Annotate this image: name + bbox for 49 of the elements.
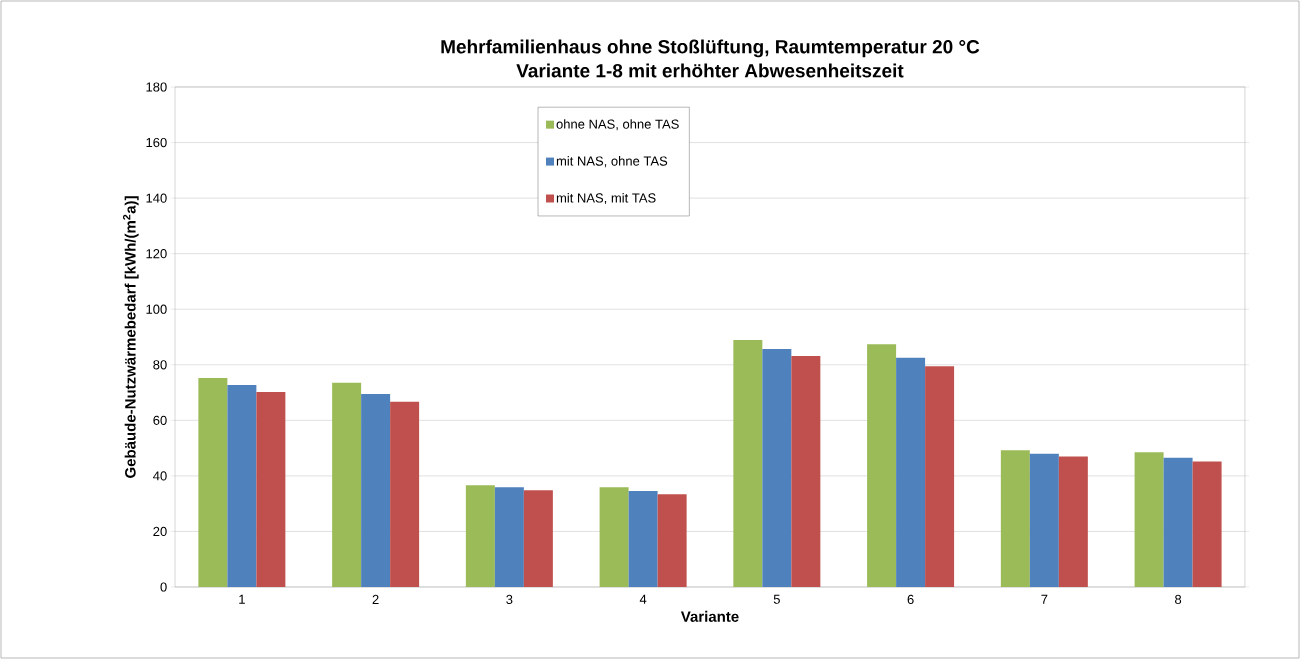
x-tick-label: 7 [1041, 594, 1048, 604]
bar [390, 401, 420, 587]
bar [227, 385, 257, 587]
y-tick-label: 160 [146, 137, 167, 148]
bar [494, 487, 524, 587]
bar [628, 490, 658, 587]
x-axis-title: Variante [680, 610, 739, 622]
x-tick-label: 6 [907, 594, 914, 604]
bar [791, 355, 821, 587]
bar [657, 494, 687, 587]
bar [1058, 456, 1088, 587]
chart-title: Mehrfamilienhaus ohne Stoßlüftung, Raumtemperatur 20 °C [441, 39, 980, 58]
bar [867, 344, 897, 587]
legend-label: ohne NAS, ohne TAS [556, 119, 679, 131]
bar [1134, 452, 1164, 587]
bar [1163, 457, 1193, 587]
x-tick-label: 3 [506, 594, 513, 604]
y-tick-label: 40 [153, 471, 167, 481]
y-tick-label: 180 [146, 82, 167, 92]
y-tick-label: 120 [146, 249, 167, 259]
bar [198, 378, 228, 587]
bar [1192, 461, 1222, 587]
y-tick-label: 80 [153, 360, 167, 370]
legend-label: mit NAS, ohne TAS [556, 156, 668, 168]
x-tick-label: 2 [372, 594, 379, 604]
bar [361, 393, 391, 587]
bar [256, 392, 286, 587]
y-axis-title: Gebäude-Nutzwärmebedarf [kWh/(m$^{2}$a)] [122, 196, 139, 478]
bar [523, 490, 553, 587]
x-tick-label: 5 [773, 594, 780, 604]
bar [1029, 453, 1059, 587]
y-tick-label: 100 [146, 304, 167, 314]
bar [925, 366, 955, 587]
bar [465, 485, 495, 587]
bar [1000, 450, 1030, 587]
x-tick-label: 8 [1175, 594, 1182, 604]
y-tick-label: 20 [153, 526, 167, 537]
y-tick-label: 60 [153, 415, 167, 425]
y-tick-label: 0 [160, 582, 167, 592]
y-tick-label: 140 [146, 193, 167, 203]
bar [332, 382, 362, 587]
legend-label: mit NAS, mit TAS [556, 193, 656, 205]
x-tick-label: 1 [239, 594, 245, 604]
chart-subtitle: Variante 1-8 mit erhöhter Abwesenheitszeit [516, 63, 904, 78]
bar [733, 340, 763, 587]
bar [762, 348, 792, 587]
x-tick-label: 4 [639, 594, 647, 604]
bar [896, 357, 926, 587]
bar [599, 487, 629, 587]
